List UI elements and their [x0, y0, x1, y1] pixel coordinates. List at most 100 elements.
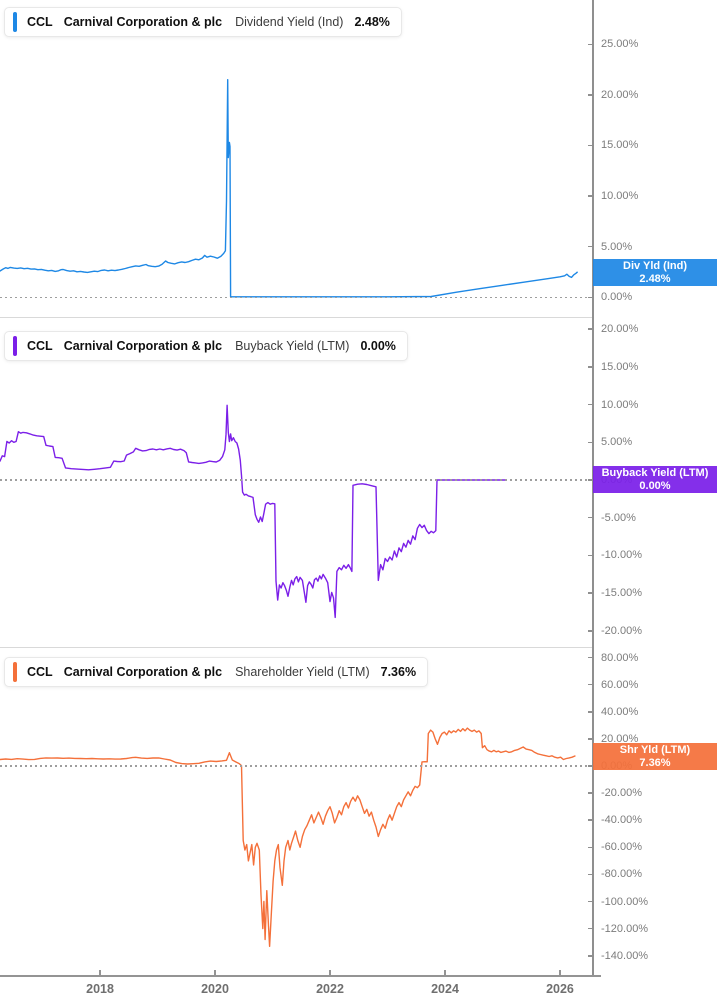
y-tick-label: -140.00%	[601, 949, 649, 962]
y-tick-mark	[588, 296, 594, 299]
x-tick-label: 2020	[201, 982, 229, 996]
metric-value: 2.48%	[354, 15, 390, 29]
badge-series-name: Buyback Yield (LTM)	[601, 467, 709, 480]
y-tick-mark	[588, 738, 594, 740]
y-tick-mark	[588, 328, 594, 330]
shareholder-yield-ltm-line	[0, 727, 576, 947]
ticker-label: CCL	[27, 15, 53, 29]
y-tick-label: 40.00%	[601, 705, 639, 718]
y-tick-mark	[588, 195, 594, 197]
y-tick-mark	[588, 403, 594, 406]
y-tick-label: 5.00%	[601, 240, 633, 253]
y-tick-label: -80.00%	[601, 868, 642, 881]
x-tick-mark	[329, 970, 331, 975]
y-tick-label: 20.00%	[601, 88, 639, 101]
y-tick-label: 15.00%	[601, 360, 639, 373]
y-tick-label: -20.00%	[601, 787, 642, 800]
y-tick-label: 60.00%	[601, 678, 639, 691]
y-tick-label: 10.00%	[601, 190, 639, 203]
y-tick-label: 0.00%	[601, 291, 633, 304]
dividend-yield-ind-line	[0, 79, 578, 298]
pane-shareholder-yield: CCL Carnival Corporation & plc Sharehold…	[0, 647, 593, 975]
x-tick-mark	[214, 970, 216, 975]
dividend-yield-line-chart[interactable]	[0, 0, 593, 317]
y-tick-mark	[588, 630, 594, 632]
company-label: Carnival Corporation & plc	[63, 15, 223, 29]
x-tick-label: 2018	[86, 982, 114, 996]
y-tick-mark	[588, 366, 594, 368]
ticker-label: CCL	[27, 339, 53, 353]
x-tick-label: 2026	[546, 982, 574, 996]
zero-gridline	[0, 765, 593, 767]
metric-label: Buyback Yield (LTM)	[235, 339, 350, 353]
current-value-badge-shr-yld: Shr Yld (LTM) 7.36%	[593, 742, 717, 770]
badge-series-value: 0.00%	[639, 480, 671, 493]
y-tick-mark	[588, 792, 594, 794]
y-tick-mark	[588, 592, 594, 594]
y-tick-mark	[588, 927, 594, 930]
y-tick-label: 20.00%	[601, 323, 639, 335]
y-tick-label: -120.00%	[601, 922, 649, 935]
y-axis-line	[592, 0, 594, 975]
x-tick-mark	[99, 970, 101, 975]
x-tick-label: 2022	[316, 982, 344, 996]
y-tick-mark	[588, 873, 594, 876]
y-tick-mark	[588, 516, 594, 519]
y-tick-label: 20.00%	[601, 732, 639, 745]
buyback-yield-line-chart[interactable]	[0, 317, 593, 647]
x-tick-mark	[444, 970, 446, 975]
pane-buyback-yield: CCL Carnival Corporation & plc Buyback Y…	[0, 317, 593, 647]
pane-divider	[0, 317, 593, 318]
shareholder-yield-line-chart[interactable]	[0, 647, 593, 975]
x-axis: 2018 2020 2022 2024 2026	[0, 970, 717, 1005]
x-tick-label: 2024	[431, 982, 459, 996]
y-tick-mark	[588, 683, 594, 686]
y-tick-label: 10.00%	[601, 398, 639, 411]
metric-value: 7.36%	[380, 665, 417, 679]
y-tick-label: 80.00%	[601, 651, 639, 664]
zero-gridline	[0, 296, 593, 299]
metric-value: 0.00%	[360, 339, 396, 353]
series-color-bar	[13, 662, 17, 682]
y-tick-label: 25.00%	[601, 38, 639, 51]
y-tick-label: 5.00%	[601, 436, 633, 449]
current-value-badge-buyback-yield: Buyback Yield (LTM) 0.00%	[593, 466, 717, 494]
y-tick-mark	[588, 711, 594, 713]
buyback-yield-ltm-line	[0, 404, 507, 619]
y-tick-label: -5.00%	[601, 511, 636, 524]
legend-shareholder-yield[interactable]: CCL Carnival Corporation & plc Sharehold…	[4, 657, 429, 687]
badge-series-name: Div Yld (Ind)	[623, 259, 687, 272]
y-tick-label: -60.00%	[601, 841, 642, 854]
legend-dividend-yield[interactable]: CCL Carnival Corporation & plc Dividend …	[4, 7, 402, 37]
metric-label: Dividend Yield (Ind)	[235, 15, 344, 29]
badge-series-value: 7.36%	[639, 756, 671, 769]
y-tick-mark	[588, 441, 594, 443]
metric-label: Shareholder Yield (LTM)	[235, 665, 370, 679]
series-color-bar	[13, 336, 17, 356]
zero-gridline	[0, 479, 593, 481]
y-tick-label: -20.00%	[601, 624, 642, 637]
y-tick-mark	[588, 554, 594, 557]
x-axis-line	[0, 975, 601, 977]
y-tick-label: -10.00%	[601, 549, 642, 562]
y-tick-mark	[588, 144, 594, 147]
pane-divider	[0, 647, 593, 648]
series-color-bar	[13, 12, 17, 32]
company-label: Carnival Corporation & plc	[63, 339, 223, 353]
pane-dividend-yield: CCL Carnival Corporation & plc Dividend …	[0, 0, 593, 317]
y-tick-mark	[588, 245, 594, 248]
ticker-label: CCL	[27, 665, 53, 679]
legend-buyback-yield[interactable]: CCL Carnival Corporation & plc Buyback Y…	[4, 331, 408, 361]
y-tick-mark	[588, 43, 594, 46]
y-tick-mark	[588, 765, 594, 767]
y-tick-mark	[588, 479, 594, 481]
y-tick-label: -100.00%	[601, 895, 649, 908]
current-value-badge-div-yld: Div Yld (Ind) 2.48%	[593, 258, 717, 286]
y-tick-mark	[588, 819, 594, 821]
y-tick-mark	[588, 846, 594, 849]
y-tick-label: -15.00%	[601, 587, 642, 600]
x-tick-mark	[559, 970, 561, 975]
y-tick-label: -40.00%	[601, 814, 642, 827]
badge-series-value: 2.48%	[639, 272, 671, 285]
